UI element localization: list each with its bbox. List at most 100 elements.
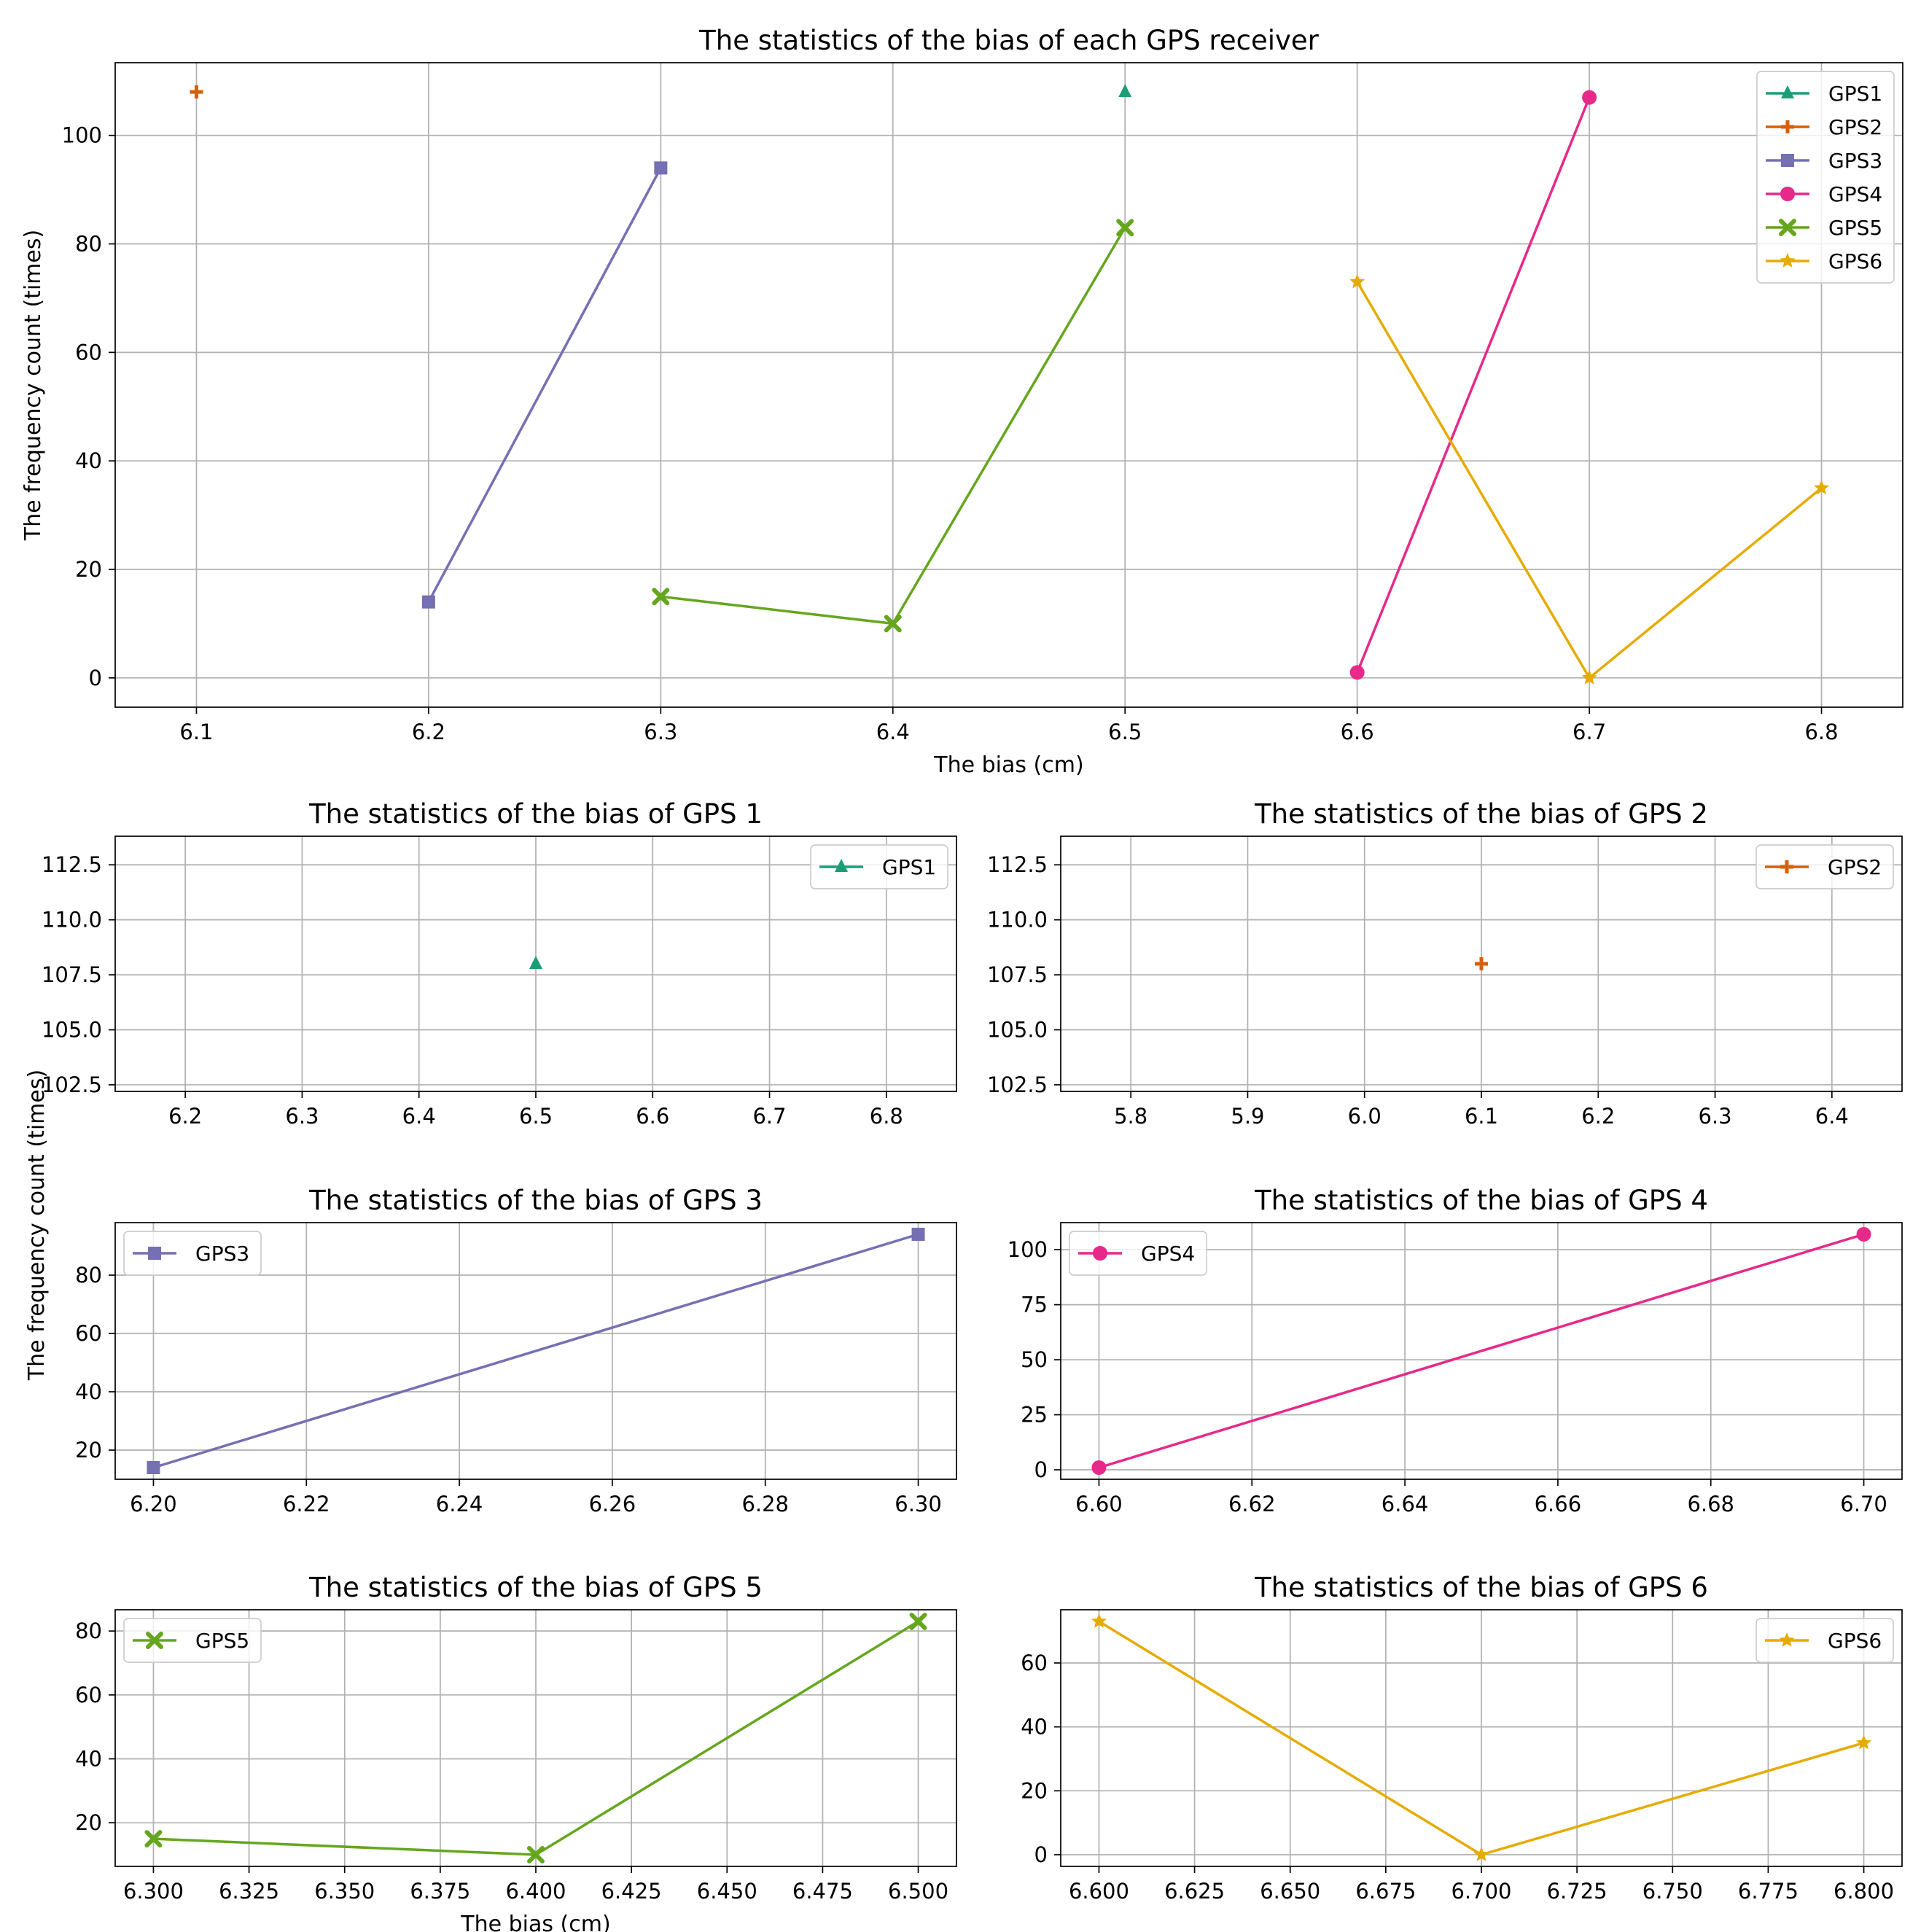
axes-frame <box>1060 835 1903 1092</box>
x-tick-label: 5.8 <box>1114 1104 1147 1129</box>
data-point-gps6 <box>1856 1734 1871 1750</box>
main-chart-panel: 6.1 6.2 6.3 6.4 6.5 6.6 6.7 6.8 0 20 40 60 80 100 The … <box>20 25 1903 778</box>
data-point-gps2 <box>190 85 203 99</box>
data-point-gps1 <box>529 956 542 969</box>
y-tick-label: 20 <box>75 557 102 582</box>
legend-swatch-marker <box>835 859 848 872</box>
legend-swatch-marker <box>1781 120 1794 133</box>
y-tick-label: 0 <box>89 666 102 690</box>
y-tick-label: 40 <box>75 1379 102 1404</box>
x-tick-label: 6.62 <box>1228 1492 1276 1516</box>
legend-entry-label: GPS5 <box>1828 216 1882 240</box>
x-tick-label: 6.1 <box>179 720 213 744</box>
y-tick-label: 112.5 <box>42 852 102 877</box>
data-point-gps4 <box>1582 90 1597 105</box>
x-tick-label: 6.8 <box>870 1104 903 1129</box>
x-tick-label: 6.450 <box>697 1879 757 1904</box>
data-point-gps6 <box>1473 1847 1489 1861</box>
x-tick-label: 6.7 <box>1573 720 1606 744</box>
x-tick-label: 6.300 <box>123 1879 184 1904</box>
chart-title: The statistics of the bias of GPS 3 <box>308 1185 763 1216</box>
y-tick-label: 0 <box>1034 1457 1048 1482</box>
x-tick-label: 6.6 <box>636 1104 669 1129</box>
chart-title: The statistics of the bias of each GPS r… <box>698 25 1320 56</box>
y-tick-label: 20 <box>1021 1778 1048 1803</box>
x-tick-label: 6.64 <box>1382 1492 1429 1516</box>
legend: GPS1 <box>810 844 948 889</box>
x-tick-label: 6.725 <box>1547 1879 1608 1904</box>
x-tick-label: 6.3 <box>1698 1104 1731 1129</box>
y-tick-label: 20 <box>75 1810 102 1835</box>
data-point-gps5 <box>652 588 670 606</box>
legend-entry-label: GPS5 <box>195 1629 249 1653</box>
gps1-chart-panel: 6.2 6.3 6.4 6.5 6.6 6.7 6.8 102.5 105.0 107.5 110.… <box>42 798 957 1129</box>
x-tick-label: 6.3 <box>285 1104 319 1129</box>
y-tick-label: 60 <box>75 1321 102 1346</box>
y-tick-label: 80 <box>75 1619 102 1643</box>
legend-entry-label: GPS1 <box>882 855 936 879</box>
legend-entry-label: GPS6 <box>1828 249 1882 273</box>
x-tick-label: 6.28 <box>741 1492 789 1516</box>
chart-title: The statistics of the bias of GPS 1 <box>308 798 763 830</box>
x-tick-label: 6.70 <box>1840 1492 1887 1516</box>
data-point-gps6 <box>1091 1613 1107 1628</box>
legend-entry-label: GPS3 <box>1828 149 1882 173</box>
gps3-chart-panel: 6.20 6.22 6.24 6.26 6.28 6.30 20 40 60 80 The stat… <box>75 1185 957 1516</box>
legend-box <box>1069 1231 1207 1276</box>
y-tick-label: 102.5 <box>987 1072 1048 1097</box>
y-tick-label: 40 <box>1021 1715 1048 1740</box>
legend-swatch-marker <box>146 1632 163 1649</box>
chart-title: The statistics of the bias of GPS 5 <box>308 1572 763 1603</box>
x-tick-label: 6.5 <box>1108 720 1142 744</box>
data-point-gps3 <box>421 595 435 609</box>
x-tick-label: 6.2 <box>1581 1104 1615 1129</box>
y-tick-label: 80 <box>75 1263 102 1288</box>
gps2-chart-panel: 5.8 5.9 6.0 6.1 6.2 6.3 6.4 102.5 105.0 107.5 110.… <box>987 798 1903 1129</box>
data-point-gps6 <box>1581 669 1597 685</box>
y-tick-label: 25 <box>1021 1403 1048 1427</box>
x-tick-label: 6.7 <box>752 1104 786 1129</box>
data-point-gps5 <box>527 1846 545 1863</box>
legend-box <box>123 1231 262 1276</box>
legend-entry-label: GPS4 <box>1828 182 1882 206</box>
y-tick-label: 107.5 <box>42 962 102 987</box>
x-tick-label: 6.60 <box>1075 1492 1123 1516</box>
x-tick-label: 6.750 <box>1642 1879 1703 1904</box>
y-tick-label: 100 <box>62 123 102 148</box>
series-line-gps3 <box>427 167 662 603</box>
x-tick-label: 6.800 <box>1833 1879 1894 1904</box>
data-point-gps4 <box>1349 665 1365 680</box>
legend-entry-label: GPS2 <box>1828 855 1882 879</box>
series-line-gps4 <box>1098 1233 1865 1469</box>
legend-swatch-marker <box>1779 1632 1795 1647</box>
x-tick-label: 6.325 <box>219 1879 279 1904</box>
gps4-chart-panel: 6.60 6.62 6.64 6.66 6.68 6.70 0 25 50 75 100 The st… <box>1008 1185 1903 1516</box>
data-point-gps1 <box>1118 84 1132 98</box>
y-tick-label: 60 <box>75 1683 102 1707</box>
y-tick-label: 60 <box>1021 1651 1048 1675</box>
legend-swatch-marker <box>1093 1246 1107 1261</box>
legend-swatch-marker <box>1780 187 1795 201</box>
data-point-gps6 <box>1349 273 1365 289</box>
x-tick-label: 6.475 <box>792 1879 853 1904</box>
x-tick-label: 6.68 <box>1687 1492 1734 1516</box>
y-tick-label: 107.5 <box>987 962 1048 987</box>
x-tick-label: 6.6 <box>1341 720 1374 744</box>
x-tick-label: 6.500 <box>888 1879 948 1904</box>
legend-swatch-marker <box>1781 85 1794 98</box>
legend: GPS4 <box>1069 1231 1207 1276</box>
data-point-gps3 <box>911 1228 925 1241</box>
legend-swatch-marker <box>1781 154 1794 167</box>
y-tick-label: 102.5 <box>42 1072 102 1097</box>
x-tick-label: 6.22 <box>283 1492 330 1516</box>
x-tick-label: 6.24 <box>436 1492 483 1516</box>
x-tick-label: 6.5 <box>519 1104 553 1129</box>
y-tick-label: 105.0 <box>42 1018 102 1043</box>
axes-frame <box>1060 1222 1903 1480</box>
x-tick-label: 6.0 <box>1348 1104 1382 1129</box>
chart-title: The statistics of the bias of GPS 2 <box>1254 798 1708 830</box>
x-tick-label: 6.400 <box>505 1879 566 1904</box>
y-tick-label: 110.0 <box>987 908 1048 932</box>
y-tick-label: 50 <box>1021 1347 1048 1372</box>
legend: GPS3 <box>123 1231 262 1276</box>
